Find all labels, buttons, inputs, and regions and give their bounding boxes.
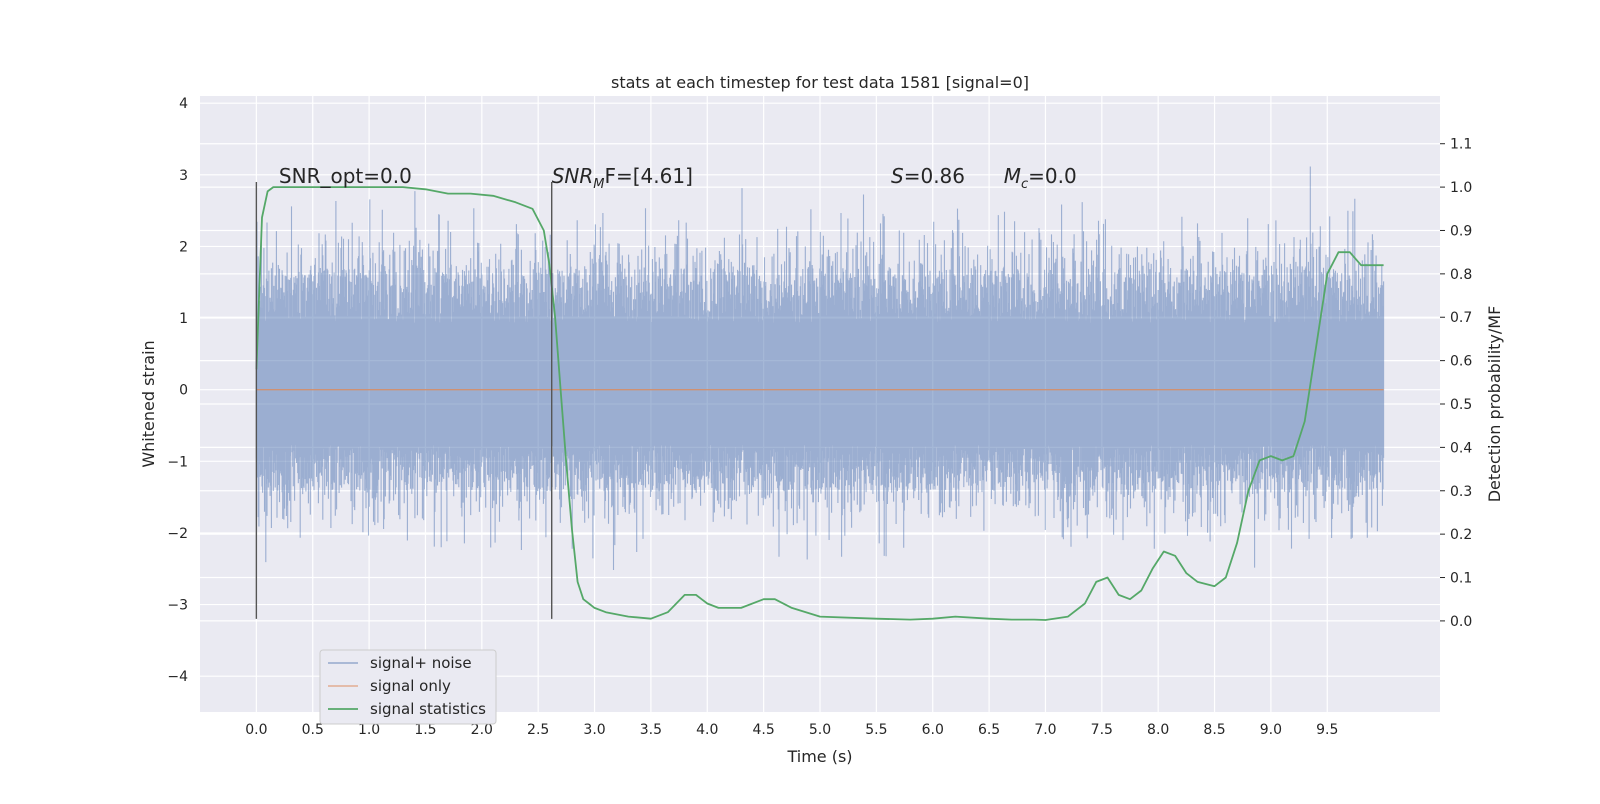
x-tick-label: 9.5	[1316, 722, 1338, 738]
y2-tick-label: 0.2	[1450, 527, 1472, 543]
legend-label-signal-only: signal only	[370, 677, 451, 695]
x-tick-label: 3.0	[583, 722, 605, 738]
y2-tick-label: 0.7	[1450, 310, 1472, 326]
chart-title: stats at each timestep for test data 158…	[611, 73, 1029, 92]
x-tick-label: 6.5	[978, 722, 1000, 738]
y2-tick-label: 0.5	[1450, 397, 1472, 413]
y-axis-label: Whitened strain	[139, 340, 158, 467]
y2-tick-label: 0.9	[1450, 223, 1472, 239]
y-tick-label: 3	[179, 168, 188, 184]
x-tick-label: 1.0	[358, 722, 380, 738]
annotation-0: SNR_opt=0.0	[279, 164, 412, 188]
y2-tick-label: 1.1	[1450, 137, 1472, 153]
x-tick-label: 0.5	[302, 722, 324, 738]
y2-tick-label: 0.4	[1450, 440, 1472, 456]
tick-layer: 0.0 0.5 1.0 1.5 2.0 2.5 3.0 3.5 4.0 4.5 5.0 5.5 6.0 6…	[167, 96, 1472, 738]
legend-label-signal-statistics: signal statistics	[370, 700, 486, 718]
y2-tick-label: 0.8	[1450, 267, 1472, 283]
x-tick-label: 8.0	[1147, 722, 1169, 738]
annotation-layer: SNR_opt=0.0 SNRMF=[4.61] S=0.86 Mc=0.0	[279, 164, 1077, 192]
y2-tick-label: 0.1	[1450, 571, 1472, 587]
x-tick-label: 2.5	[527, 722, 549, 738]
x-tick-label: 7.5	[1091, 722, 1113, 738]
x-tick-label: 5.0	[809, 722, 831, 738]
y2-tick-label: 1.0	[1450, 180, 1472, 196]
x-tick-label: 2.0	[471, 722, 493, 738]
x-tick-label: 1.5	[414, 722, 436, 738]
x-tick-label: 9.0	[1260, 722, 1282, 738]
legend-box	[319, 649, 497, 725]
y-tick-label: −4	[167, 669, 188, 685]
x-tick-label: 4.5	[753, 722, 775, 738]
x-tick-label: 4.0	[696, 722, 718, 738]
x-tick-label: 5.5	[865, 722, 887, 738]
x-tick-label: 0.0	[245, 722, 267, 738]
marker-layer	[255, 181, 553, 619]
y-tick-label: −1	[167, 454, 188, 470]
y2-tick-label: 0.6	[1450, 354, 1472, 370]
annotation-1: SNRMF=[4.61]	[552, 164, 693, 192]
annotation-2: S=0.86	[891, 164, 965, 188]
series-layer	[255, 186, 1384, 621]
y-tick-label: −2	[167, 526, 188, 542]
y-tick-label: 2	[179, 239, 188, 255]
y2-tick-label: 0.0	[1450, 614, 1472, 630]
y2-tick-label: 0.3	[1450, 484, 1472, 500]
x-tick-label: 7.0	[1034, 722, 1056, 738]
legend-label-signal-noise: signal+ noise	[370, 654, 472, 672]
legend: signal+ noise signal only signal statist…	[319, 649, 497, 725]
y-tick-label: 0	[179, 383, 188, 399]
x-tick-label: 6.0	[922, 722, 944, 738]
x-tick-label: 8.5	[1203, 722, 1225, 738]
y-tick-label: 1	[179, 311, 188, 327]
y2-axis-label: Detection probability/MF	[1485, 306, 1504, 503]
series-signal-statistics	[255, 186, 1384, 621]
x-tick-label: 3.5	[640, 722, 662, 738]
annotation-3: Mc=0.0	[1004, 164, 1077, 192]
x-axis-label: Time (s)	[786, 747, 852, 766]
y-tick-label: 4	[179, 96, 188, 112]
y-tick-label: −3	[167, 598, 188, 614]
